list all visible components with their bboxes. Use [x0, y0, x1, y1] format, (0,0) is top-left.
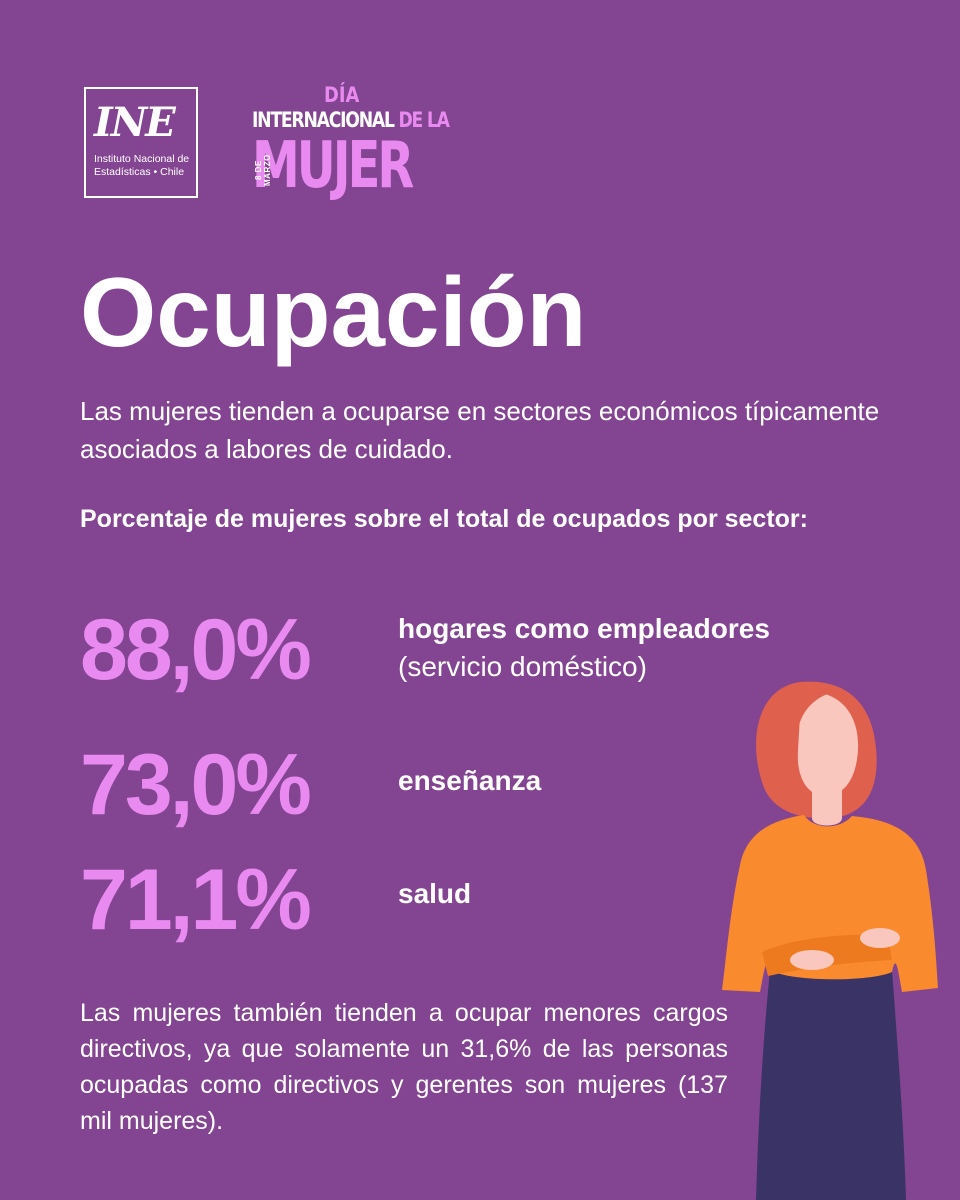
ine-logo-mark: INE — [94, 99, 176, 146]
womens-day-logo-line3: MUJER — [252, 129, 414, 203]
closing-text: Las mujeres también tienden a ocupar men… — [80, 999, 728, 1135]
pants — [756, 970, 906, 1200]
stat-label-household: hogares como empleadores (servicio domés… — [398, 610, 918, 686]
face — [797, 691, 859, 796]
ine-logo-name: Instituto Nacional de Estadísticas • Chi… — [94, 153, 198, 179]
stat-label-household-note: (servicio doméstico) — [398, 651, 647, 682]
hair-front — [770, 682, 834, 780]
stat-value-household: 88,0% — [80, 602, 312, 698]
neck — [812, 788, 842, 826]
womens-day-logo-line2: INTERNACIONAL DE LA — [252, 108, 450, 132]
ine-logo: INE Instituto Nacional de Estadísticas •… — [84, 87, 198, 198]
stat-label-education-main: enseñanza — [398, 765, 542, 796]
right-hand — [860, 928, 900, 948]
stat-value-health: 71,1% — [80, 852, 312, 948]
womens-day-logo-date: 8 DE MARZO — [254, 154, 272, 186]
stat-value-education: 73,0% — [80, 737, 312, 833]
woman-illustration — [722, 681, 938, 1200]
womens-day-logo-line2a: INTERNACIONAL — [252, 108, 395, 132]
ine-logo-name-line2: Estadísticas • Chile — [94, 166, 185, 178]
stat-label-health-main: salud — [398, 878, 472, 909]
section-subtitle: Porcentaje de mujeres sobre el total de … — [80, 505, 808, 533]
womens-day-logo-line2b: DE LA — [398, 108, 449, 132]
ine-logo-name-line1: Instituto Nacional de — [94, 153, 190, 165]
stat-label-education: enseñanza — [398, 762, 918, 800]
womens-day-logo-line1: DÍA — [324, 83, 360, 107]
page-title: Ocupación — [80, 257, 587, 367]
stat-label-household-main: hogares como empleadores — [398, 613, 770, 644]
intro-text: Las mujeres tienden a ocuparse en sector… — [80, 396, 880, 464]
left-hand — [790, 950, 834, 970]
womens-day-logo: DÍA INTERNACIONAL DE LA MUJER 8 DE MARZO — [252, 80, 450, 203]
stat-label-health: salud — [398, 875, 918, 913]
